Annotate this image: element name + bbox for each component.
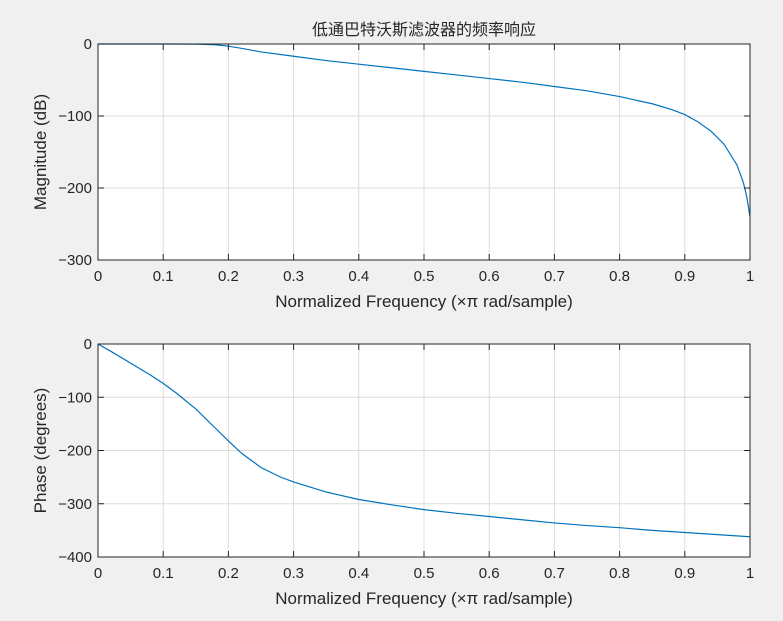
magnitude-x-tick-label: 0.5 <box>414 268 435 285</box>
phase-y-tick-label: 0 <box>84 336 92 353</box>
magnitude-x-tick-label: 0.6 <box>479 268 500 285</box>
phase-x-tick-label: 0.7 <box>544 565 565 582</box>
magnitude-y-axis-label: Magnitude (dB) <box>31 94 50 210</box>
phase-x-tick-label: 0.5 <box>414 565 435 582</box>
magnitude-y-tick-label: 0 <box>84 36 92 53</box>
magnitude-x-tick-label: 0.9 <box>674 268 695 285</box>
phase-x-tick-label: 1 <box>746 565 754 582</box>
magnitude-y-tick-label: −300 <box>58 252 92 269</box>
phase-y-tick-label: −200 <box>58 443 92 460</box>
phase-x-tick-label: 0.1 <box>153 565 174 582</box>
magnitude-x-tick-label: 0.1 <box>153 268 174 285</box>
phase-plot: 0 0.1 0.2 0.3 0.4 0.5 0.6 0.7 0.8 0.9 1 0 −100 −200 −3… <box>31 336 754 608</box>
magnitude-x-tick-label: 0.3 <box>283 268 304 285</box>
phase-x-tick-label: 0.9 <box>674 565 695 582</box>
magnitude-x-tick-label: 0.8 <box>609 268 630 285</box>
magnitude-plot: 0 0.1 0.2 0.3 0.4 0.5 0.6 0.7 0.8 0.9 1 0 −100 −200 −3… <box>31 20 754 311</box>
magnitude-x-axis-label: Normalized Frequency (×π rad/sample) <box>275 292 573 311</box>
phase-y-tick-label: −100 <box>58 389 92 406</box>
phase-x-tick-label: 0 <box>94 565 102 582</box>
phase-x-axis-label: Normalized Frequency (×π rad/sample) <box>275 589 573 608</box>
phase-x-tick-label: 0.4 <box>348 565 369 582</box>
phase-y-axis-label: Phase (degrees) <box>31 388 50 514</box>
phase-y-tick-label: −400 <box>58 549 92 566</box>
phase-x-tick-label: 0.8 <box>609 565 630 582</box>
magnitude-x-tick-label: 0.2 <box>218 268 239 285</box>
magnitude-y-tick-label: −100 <box>58 108 92 125</box>
magnitude-series-line <box>98 43 751 217</box>
phase-x-tick-label: 0.3 <box>283 565 304 582</box>
phase-x-tick-label: 0.6 <box>479 565 500 582</box>
magnitude-x-tick-label: 0 <box>94 268 102 285</box>
phase-y-tick-label: −300 <box>58 496 92 513</box>
magnitude-chart-title: 低通巴特沃斯滤波器的频率响应 <box>312 20 536 39</box>
magnitude-y-tick-label: −200 <box>58 180 92 197</box>
phase-series-line <box>97 343 751 538</box>
phase-x-tick-label: 0.2 <box>218 565 239 582</box>
magnitude-x-tick-label: 1 <box>746 268 754 285</box>
magnitude-x-tick-label: 0.4 <box>348 268 369 285</box>
magnitude-x-tick-label: 0.7 <box>544 268 565 285</box>
